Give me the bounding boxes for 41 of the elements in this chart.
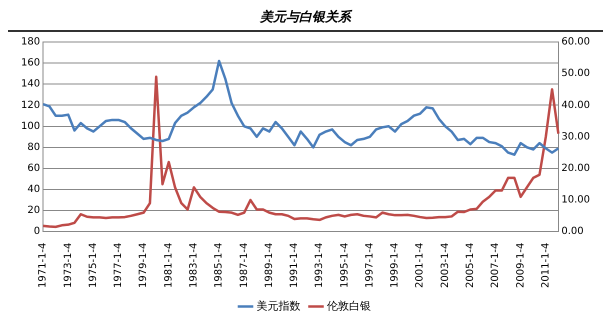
x-tick-label: 1995-1-4	[339, 242, 350, 288]
x-tick-label: 1997-1-4	[364, 242, 376, 288]
y-tick-label: 120	[20, 100, 40, 111]
y-tick-label: 140	[20, 78, 40, 90]
chart-title: 美元与白银关系	[8, 8, 603, 32]
y-tick-label: 80	[27, 142, 40, 153]
x-tick-label: 1985-1-4	[214, 242, 225, 288]
x-tick-label: 2003-1-4	[440, 242, 451, 288]
x-tick-label: 2007-1-4	[490, 242, 502, 288]
x-tick-label: 1979-1-4	[138, 242, 150, 288]
legend-label: 美元指数	[256, 299, 300, 312]
x-tick-label: 1993-1-4	[314, 242, 326, 288]
y-tick-label: 20	[27, 205, 40, 216]
x-tick-label: 2001-1-4	[414, 242, 426, 288]
x-tick-label: 1983-1-4	[188, 242, 200, 288]
y2-tick-label: 60.00	[561, 36, 590, 48]
y-tick-label: 40	[27, 184, 40, 196]
x-tick-label: 1981-1-4	[163, 242, 174, 288]
y2-tick-label: 50.00	[561, 68, 590, 80]
y2-tick-label: 40.00	[561, 100, 590, 111]
x-tick-label: 2005-1-4	[464, 242, 476, 288]
y-tick-label: 100	[20, 120, 40, 132]
y2-tick-label: 0.00	[561, 226, 584, 238]
y-tick-label: 160	[20, 58, 40, 69]
y-tick-label: 0	[34, 226, 40, 238]
x-tick-label: 1989-1-4	[264, 242, 275, 288]
x-tick-label: 2011-1-4	[540, 242, 552, 288]
x-tick-label: 2009-1-4	[515, 242, 526, 288]
x-tick-label: 1977-1-4	[113, 242, 124, 288]
x-tick-label: 1975-1-4	[88, 242, 99, 288]
legend-label: 伦敦白银	[327, 299, 371, 312]
x-tick-label: 1987-1-4	[238, 242, 250, 288]
y2-tick-label: 30.00	[561, 131, 590, 142]
x-tick-label: 1999-1-4	[390, 242, 401, 288]
y2-tick-label: 20.00	[561, 163, 590, 174]
y-tick-label: 60	[27, 163, 40, 174]
x-tick-label: 1991-1-4	[289, 242, 300, 288]
x-tick-label: 1971-1-4	[38, 242, 49, 288]
x-tick-label: 1973-1-4	[62, 242, 74, 288]
y2-tick-label: 10.00	[561, 194, 590, 206]
y-tick-label: 180	[20, 36, 40, 48]
